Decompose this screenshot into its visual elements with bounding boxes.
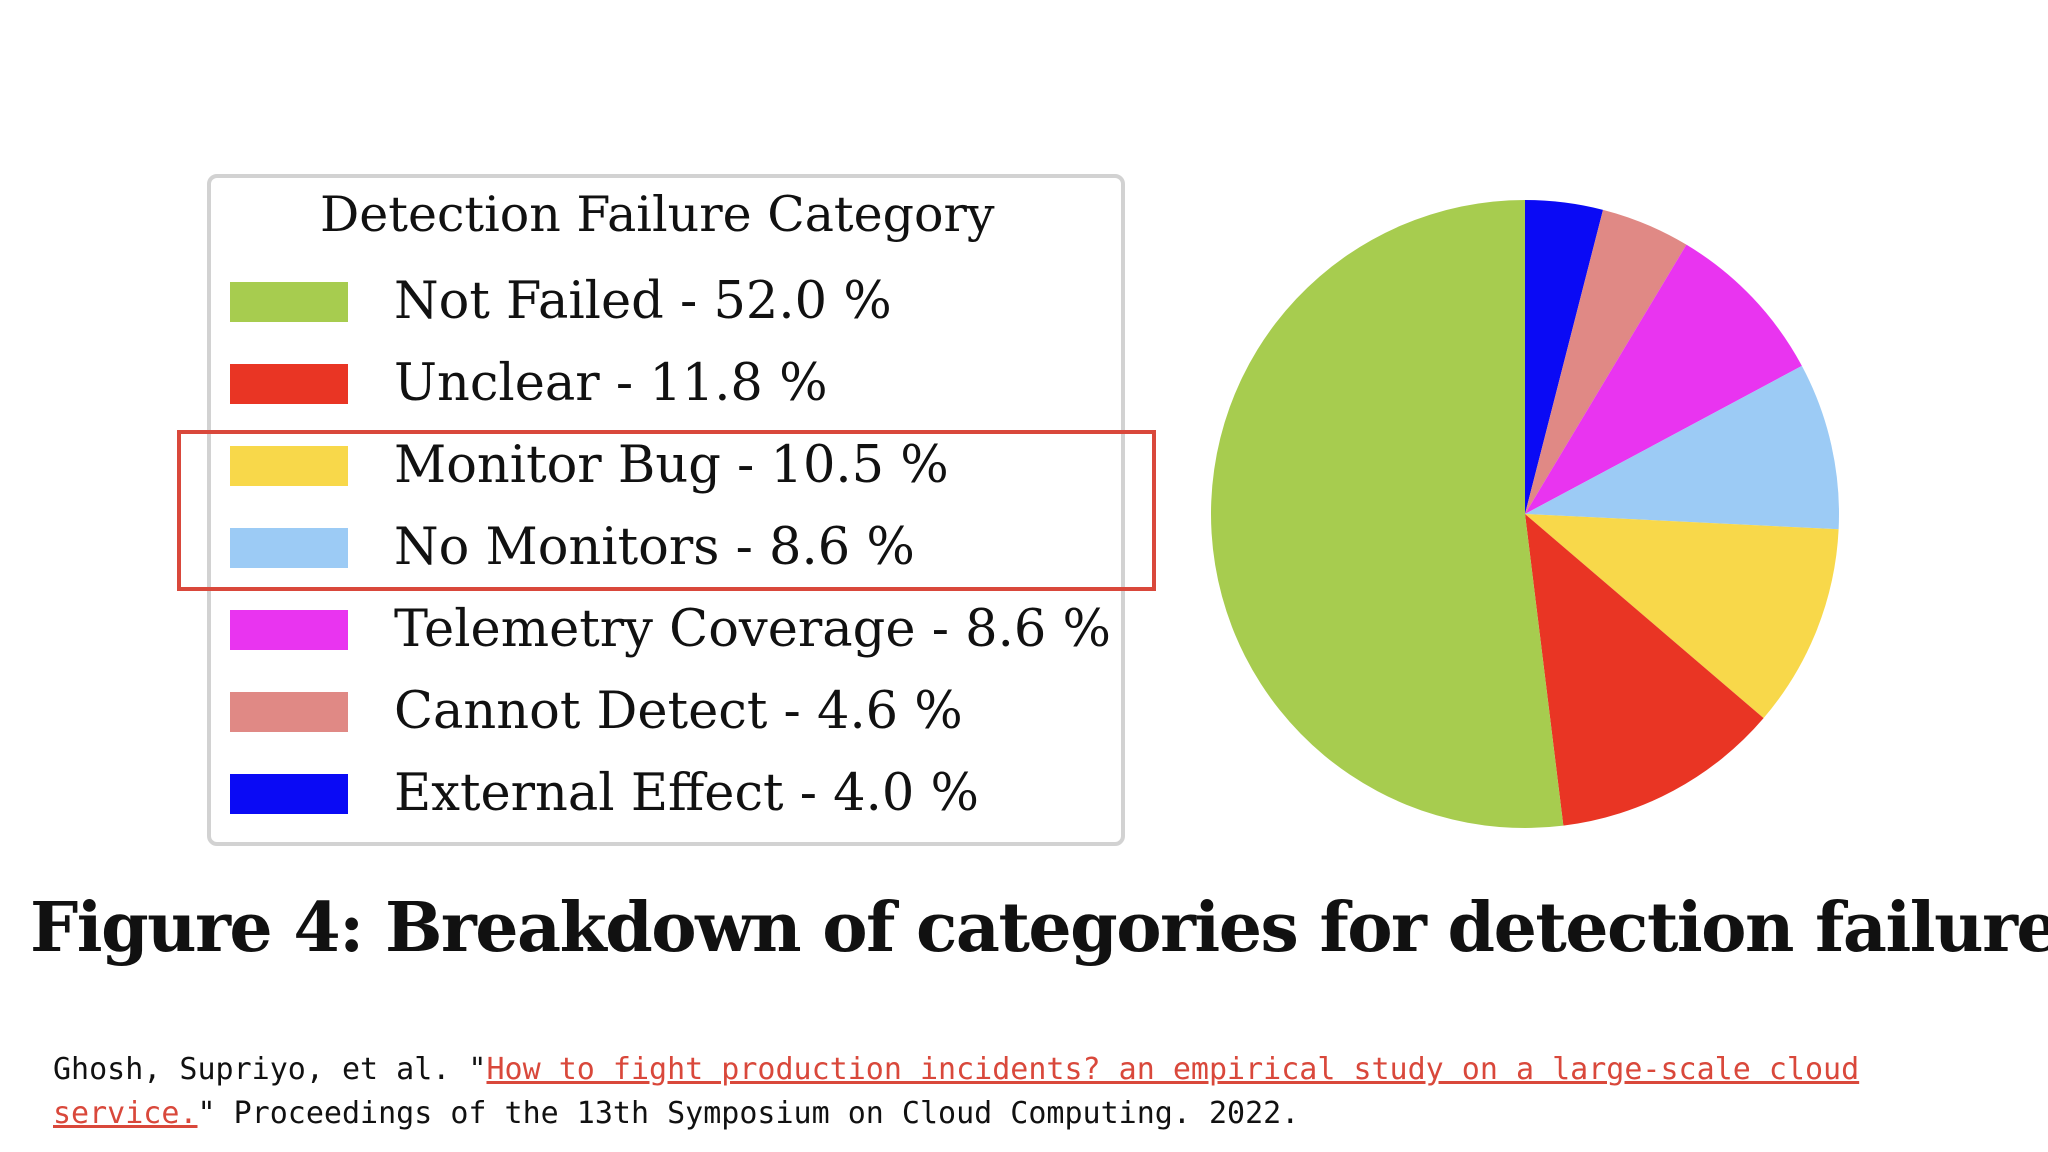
legend-label-telemetry-coverage: Telemetry Coverage - 8.6 % [394, 600, 1111, 659]
citation-link[interactable]: How to fight production incidents? an em… [53, 1052, 1860, 1131]
legend-swatch-no-monitors [230, 528, 348, 568]
legend-swatch-not-failed [230, 282, 348, 322]
legend-label-external-effect: External Effect - 4.0 % [394, 764, 979, 823]
legend-swatch-cannot-detect [230, 692, 348, 732]
legend-label-unclear: Unclear - 11.8 % [394, 354, 828, 413]
legend-swatch-unclear [230, 364, 348, 404]
legend-swatch-external-effect [230, 774, 348, 814]
citation-prefix: Ghosh, Supriyo, et al. " [53, 1052, 487, 1087]
legend-label-cannot-detect: Cannot Detect - 4.6 % [394, 682, 963, 741]
pie-slice-external-effect [1525, 200, 1604, 514]
pie-slice-cannot-detect [1525, 209, 1687, 515]
figure-caption: Figure 4: Breakdown of categories for de… [30, 888, 2048, 968]
legend-title: Detection Failure Category [320, 186, 995, 243]
legend-box [207, 174, 1125, 846]
legend-label-not-failed: Not Failed - 52.0 % [394, 272, 892, 331]
legend-swatch-telemetry-coverage [230, 610, 348, 650]
legend-label-no-monitors: No Monitors - 8.6 % [394, 518, 915, 577]
legend-label-monitor-bug: Monitor Bug - 10.5 % [394, 436, 949, 495]
citation: Ghosh, Supriyo, et al. "How to fight pro… [53, 1048, 2013, 1136]
pie-slice-monitor-bug [1525, 514, 1839, 719]
pie-slice-unclear [1525, 514, 1764, 826]
pie-slice-not-failed [1211, 200, 1564, 828]
highlight-box [177, 430, 1156, 591]
legend-swatch-monitor-bug [230, 446, 348, 486]
pie-slice-no-monitors [1525, 365, 1839, 530]
citation-suffix: " Proceedings of the 13th Symposium on C… [197, 1096, 1300, 1131]
pie-chart [1211, 200, 1839, 828]
pie-slice-telemetry-coverage [1525, 244, 1802, 514]
